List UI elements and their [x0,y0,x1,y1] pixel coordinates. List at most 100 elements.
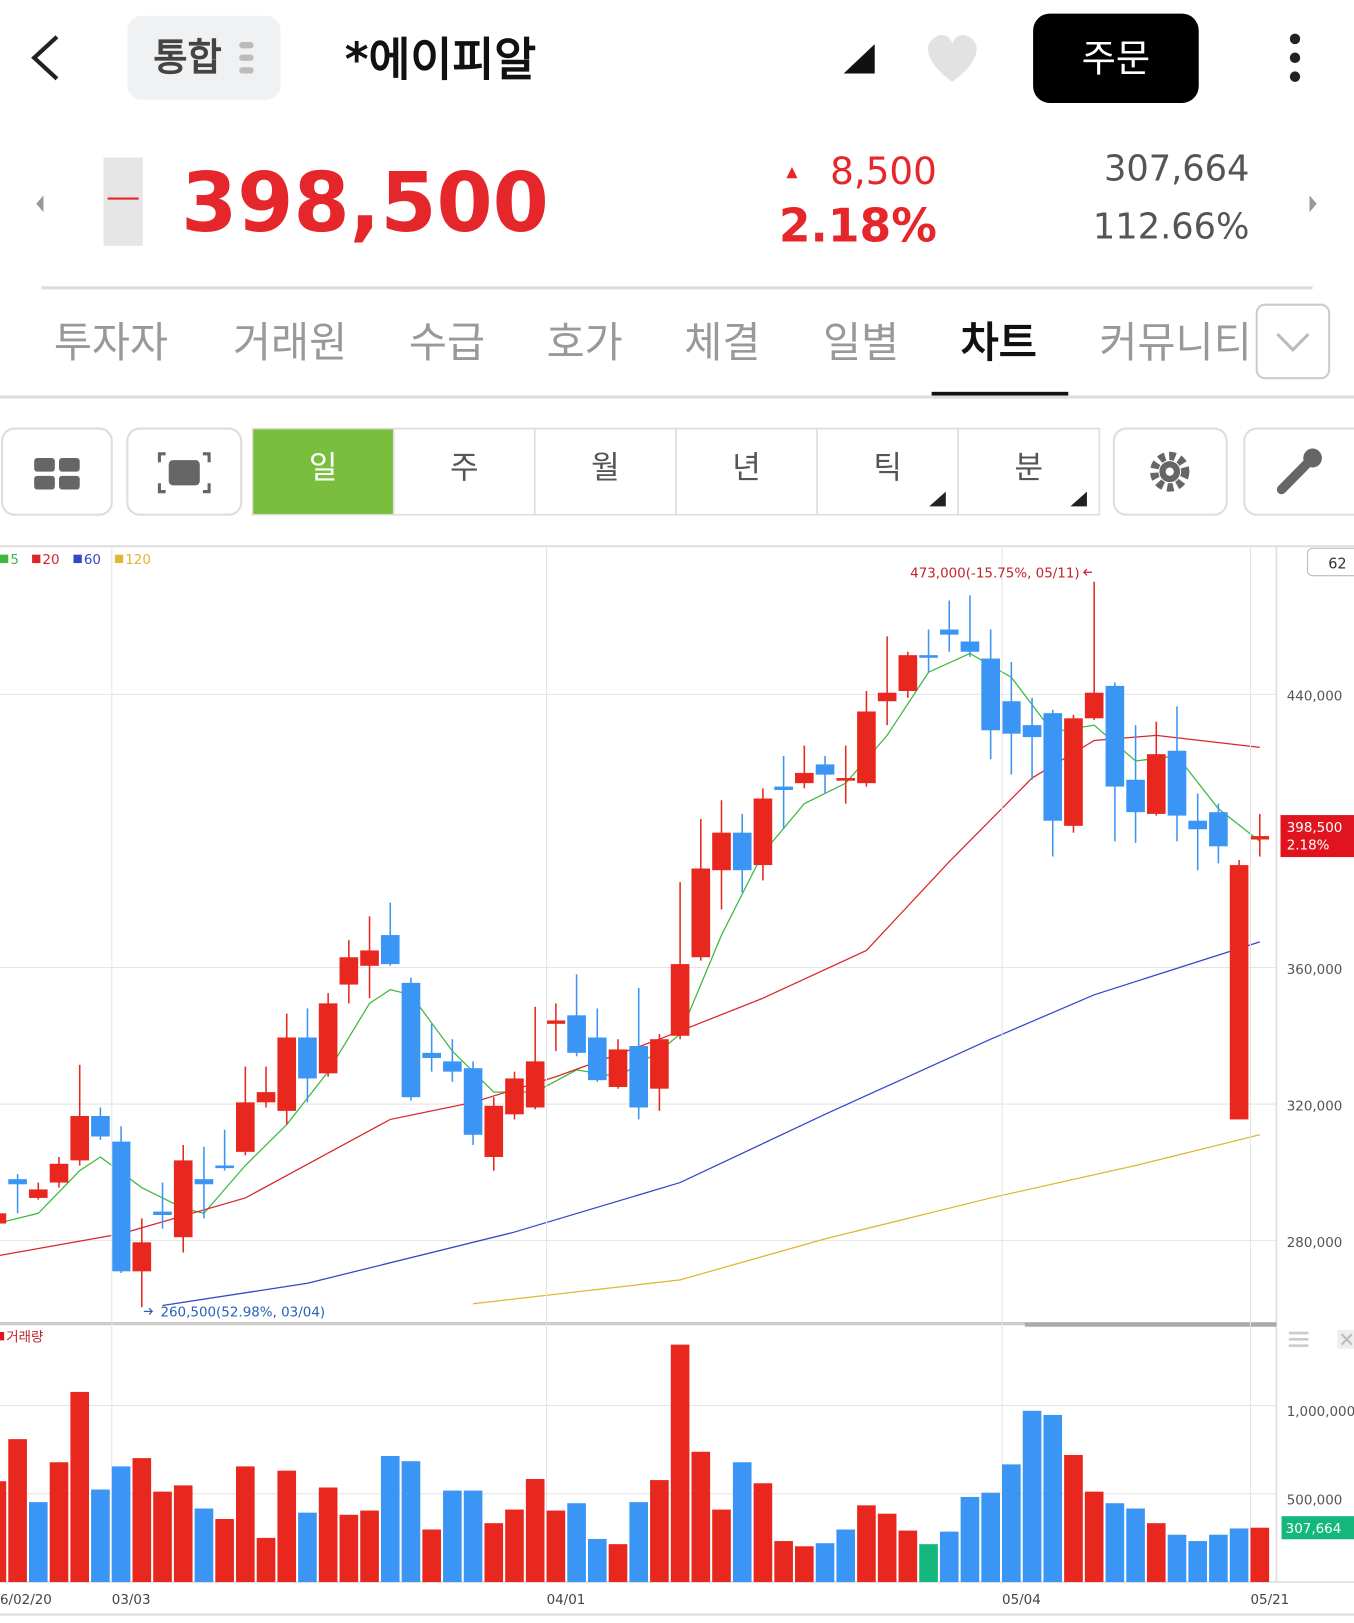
candle-body [546,1020,566,1024]
period-label: 일 [309,450,338,486]
candle-body [939,629,959,635]
order-bg [1033,13,1199,103]
pane-menu[interactable] [1288,1331,1309,1347]
volume-bar [836,1529,856,1583]
icon [1276,455,1316,495]
candle-body [774,786,793,790]
order-label: 주문 [1082,36,1151,80]
chart: 280,000 320,000 360,000 440,000 6/02/20 03/03… [0,546,1354,1608]
tab[interactable]: 일별 [823,318,899,367]
candle-body [28,1189,48,1198]
period-label: 월 [591,450,620,486]
volume-bar [877,1513,897,1583]
volume-bar [49,1462,69,1583]
next-arrow[interactable] [1309,195,1317,213]
period-button[interactable]: 틱 [816,427,959,516]
period-button[interactable]: 월 [534,427,677,516]
favorite-button[interactable] [928,35,977,82]
dropdown-box [1255,303,1331,380]
dot [1289,33,1301,45]
settings-button[interactable] [1112,427,1228,516]
period-button[interactable]: 일 [251,427,395,516]
tab[interactable]: 커뮤니티 [1099,318,1251,367]
volume-bar [1043,1414,1063,1583]
moving-average [0,734,1260,1257]
candle-body [277,1037,297,1111]
annotation-arrow [143,1307,154,1315]
price-tag-label: 398,500 [1287,820,1343,836]
volume-bar [422,1529,441,1583]
period-button[interactable]: 년 [675,427,818,516]
capture-button[interactable] [126,427,243,516]
tab[interactable]: 호가 [547,318,623,367]
scope-pill[interactable]: 통합 [127,15,281,100]
price-tag-change: 2.18% [1287,838,1330,854]
more-button[interactable] [1289,33,1301,82]
volume-bar [1126,1508,1145,1583]
volume-bar [380,1455,400,1583]
candle-body [1229,865,1249,1120]
tools-button[interactable] [1243,427,1354,516]
volume-bar [1022,1410,1042,1583]
candle-body [732,832,752,871]
tab-dropdown[interactable] [1255,303,1331,380]
tab-underline [931,391,1069,398]
volume-bar [1250,1527,1270,1583]
legend-swatch [32,554,41,564]
candle-body [691,868,711,958]
volume-bar [8,1439,27,1583]
volume-bar [1105,1503,1125,1583]
period-label: 틱 [873,450,902,486]
submenu-marker [929,491,946,507]
stock-title: *에이피알 [345,32,536,86]
candle-body [1250,836,1270,840]
volume-bar [795,1546,814,1583]
volume-rate: 112.66% [1093,206,1250,247]
candle-body [463,1068,483,1135]
volume-bar [629,1502,649,1583]
candle-body [877,692,897,702]
period-button[interactable]: 분 [957,427,1101,516]
candle-body [919,655,938,658]
volume-title-swatch [0,1332,5,1341]
volume-bar [215,1519,234,1583]
volume-bar [815,1543,835,1583]
candle-body [795,772,814,784]
tab[interactable]: 거래원 [233,318,347,367]
tab-label: 수급 [409,318,485,367]
pane-close[interactable] [1337,1329,1354,1349]
layout-button[interactable] [1,427,113,516]
y-tick-label: 500,000 [1287,1492,1343,1508]
annotation: 473,000(-15.75%, 05/11) [910,565,1080,581]
volume-bar [318,1487,338,1583]
legend-swatch [73,554,82,564]
volume-bar [546,1510,566,1583]
volume-bar [981,1492,1000,1583]
tab[interactable]: 차트 [931,318,1069,398]
volume-bar [0,1481,7,1583]
tab[interactable]: 투자자 [54,318,168,367]
icon [1165,467,1174,476]
period-bg [251,427,395,516]
prev-arrow[interactable] [36,195,44,213]
x-tick-label: 6/02/20 [0,1592,52,1608]
icon [59,475,80,490]
period-button[interactable]: 주 [392,427,536,516]
volume-bar [1064,1454,1083,1583]
order-button[interactable]: 주문 [1033,13,1199,103]
volume-bar [1146,1523,1166,1583]
x-tick-label: 05/21 [1250,1592,1289,1608]
tab[interactable]: 체결 [684,318,760,367]
back-button[interactable] [31,35,59,81]
volume-bar [1188,1541,1208,1583]
tab[interactable]: 수급 [409,318,485,367]
volume-tag [1281,1516,1354,1540]
period-bg [816,427,959,516]
candle-body [256,1092,276,1103]
y-tick-label: 320,000 [1287,1098,1343,1114]
period-label: 분 [1015,450,1044,486]
candle-body [981,658,1000,731]
candle-body [629,1046,649,1108]
volume-bar [567,1503,586,1583]
